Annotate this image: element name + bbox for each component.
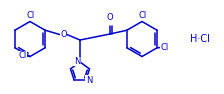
Text: Cl: Cl <box>160 43 168 52</box>
Text: Cl: Cl <box>18 52 27 61</box>
Text: Cl: Cl <box>26 11 35 20</box>
Text: H·Cl: H·Cl <box>190 34 210 44</box>
Text: N: N <box>86 76 92 85</box>
Text: O: O <box>106 14 113 22</box>
Text: O: O <box>60 30 67 39</box>
Text: Cl: Cl <box>138 11 147 20</box>
Text: N: N <box>74 57 80 66</box>
